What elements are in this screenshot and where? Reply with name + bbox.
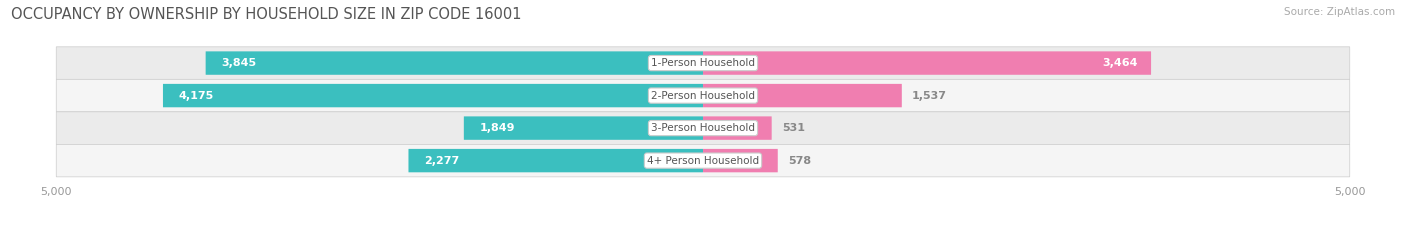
FancyBboxPatch shape [163,84,703,107]
Text: 3-Person Household: 3-Person Household [651,123,755,133]
FancyBboxPatch shape [56,112,1350,144]
FancyBboxPatch shape [56,47,1350,79]
Text: 1,537: 1,537 [912,91,948,101]
FancyBboxPatch shape [56,144,1350,177]
FancyBboxPatch shape [56,79,1350,112]
FancyBboxPatch shape [703,116,772,140]
Text: 3,845: 3,845 [221,58,256,68]
Text: OCCUPANCY BY OWNERSHIP BY HOUSEHOLD SIZE IN ZIP CODE 16001: OCCUPANCY BY OWNERSHIP BY HOUSEHOLD SIZE… [11,7,522,22]
Text: 531: 531 [782,123,806,133]
FancyBboxPatch shape [409,149,703,172]
Text: 3,464: 3,464 [1102,58,1137,68]
Text: 2,277: 2,277 [425,156,460,166]
Text: 578: 578 [789,156,811,166]
FancyBboxPatch shape [703,84,901,107]
Text: 4,175: 4,175 [179,91,214,101]
Text: 1-Person Household: 1-Person Household [651,58,755,68]
Text: Source: ZipAtlas.com: Source: ZipAtlas.com [1284,7,1395,17]
Text: 4+ Person Household: 4+ Person Household [647,156,759,166]
Text: 2-Person Household: 2-Person Household [651,91,755,101]
Text: 1,849: 1,849 [479,123,515,133]
FancyBboxPatch shape [464,116,703,140]
FancyBboxPatch shape [205,51,703,75]
FancyBboxPatch shape [703,51,1152,75]
FancyBboxPatch shape [703,149,778,172]
